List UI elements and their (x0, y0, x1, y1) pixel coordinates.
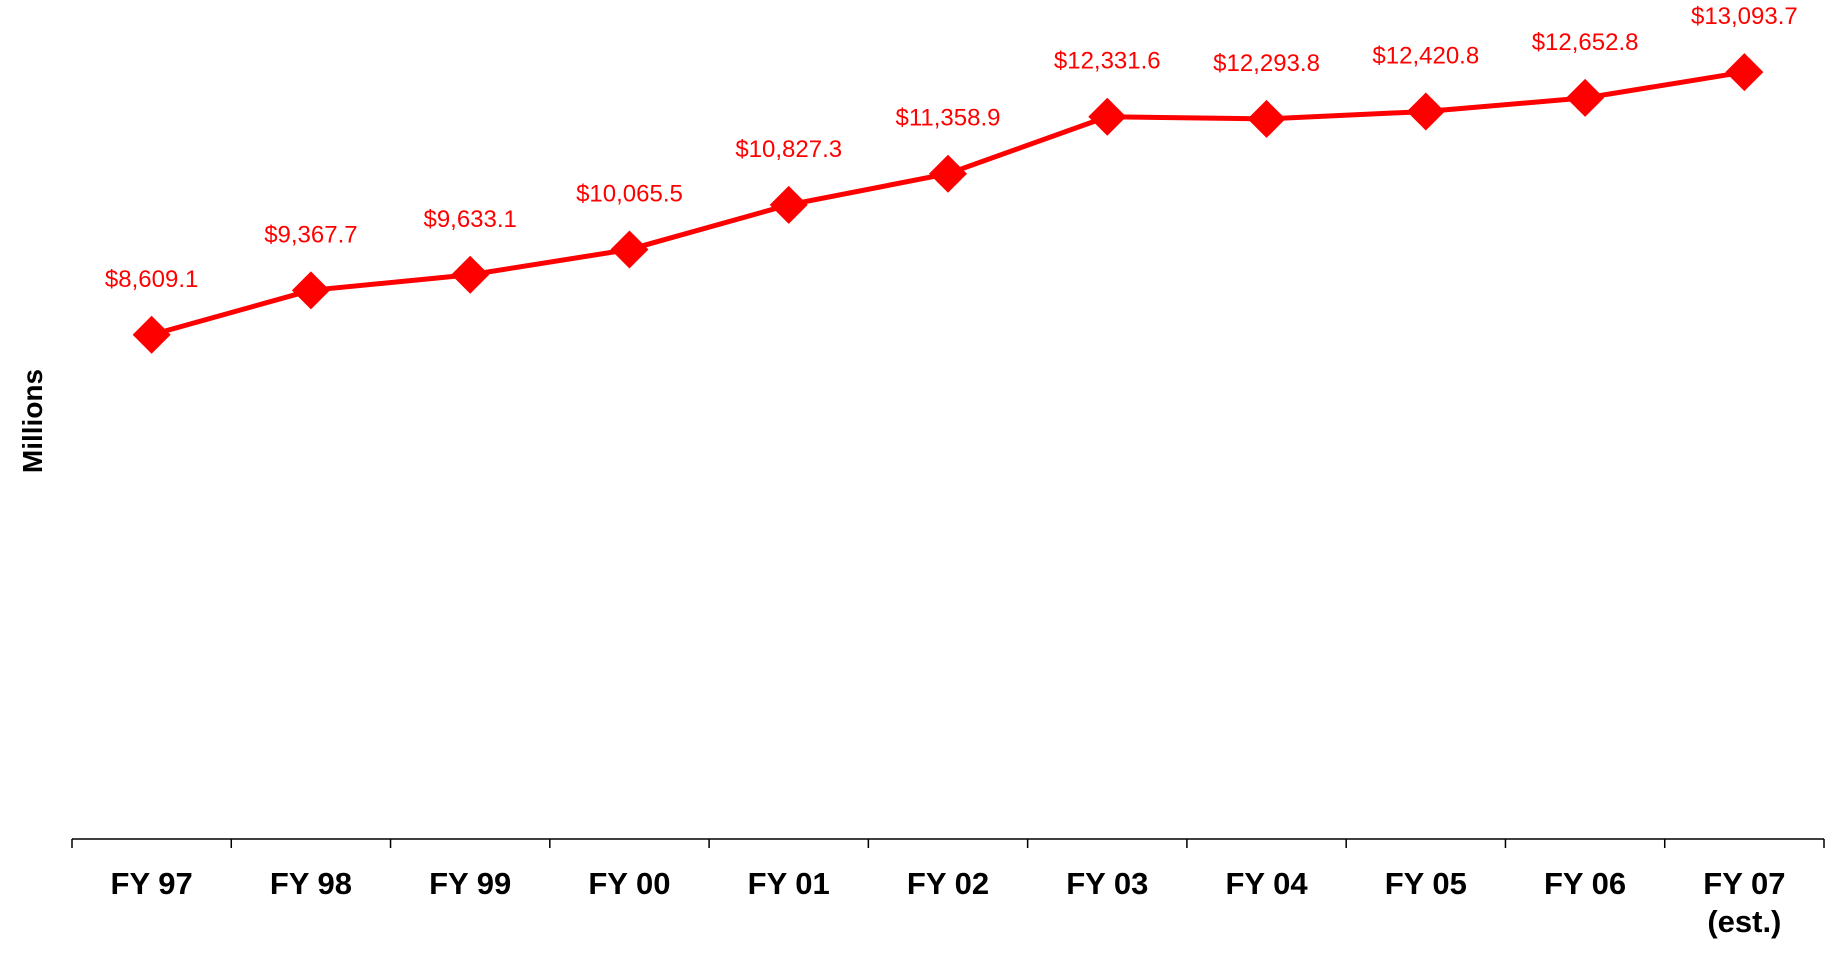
data-label: $12,331.6 (1054, 48, 1161, 75)
marker (451, 255, 490, 294)
x-tick-label: FY 03 (1066, 866, 1149, 901)
data-label: $10,827.3 (735, 136, 842, 163)
data-label: $10,065.5 (576, 180, 683, 207)
data-label: $12,652.8 (1532, 29, 1639, 56)
x-tick-label: FY 05 (1384, 866, 1467, 901)
y-axis-label: Millions (17, 369, 48, 473)
marker (1566, 78, 1605, 117)
data-label: $9,633.1 (423, 206, 516, 233)
x-tick-label: FY 06 (1544, 866, 1627, 901)
data-label: $11,358.9 (896, 105, 1001, 132)
marker (929, 154, 967, 193)
x-tick-label: FY 97 (110, 866, 193, 901)
marker (1406, 92, 1445, 131)
x-tick-label: FY 01 (747, 866, 830, 901)
marker (132, 315, 171, 354)
marker (1247, 99, 1286, 138)
data-label: $12,420.8 (1372, 42, 1479, 69)
marker (1088, 97, 1127, 136)
data-label: $8,609.1 (105, 266, 198, 293)
marker (291, 271, 330, 310)
x-tick-label: FY 07 (est.) (1703, 866, 1786, 939)
data-label: $9,367.7 (264, 221, 357, 248)
x-tick-label: FY 98 (269, 866, 352, 901)
data-label: $12,293.8 (1213, 50, 1320, 77)
marker (1725, 53, 1764, 92)
x-tick-label: FY 00 (588, 866, 671, 901)
data-label: $13,093.7 (1691, 3, 1798, 30)
marker (610, 230, 649, 269)
marker (769, 185, 808, 224)
x-tick-label: FY 02 (906, 866, 990, 901)
x-tick-label: FY 99 (429, 866, 512, 901)
x-tick-label: FY 04 (1225, 866, 1308, 901)
